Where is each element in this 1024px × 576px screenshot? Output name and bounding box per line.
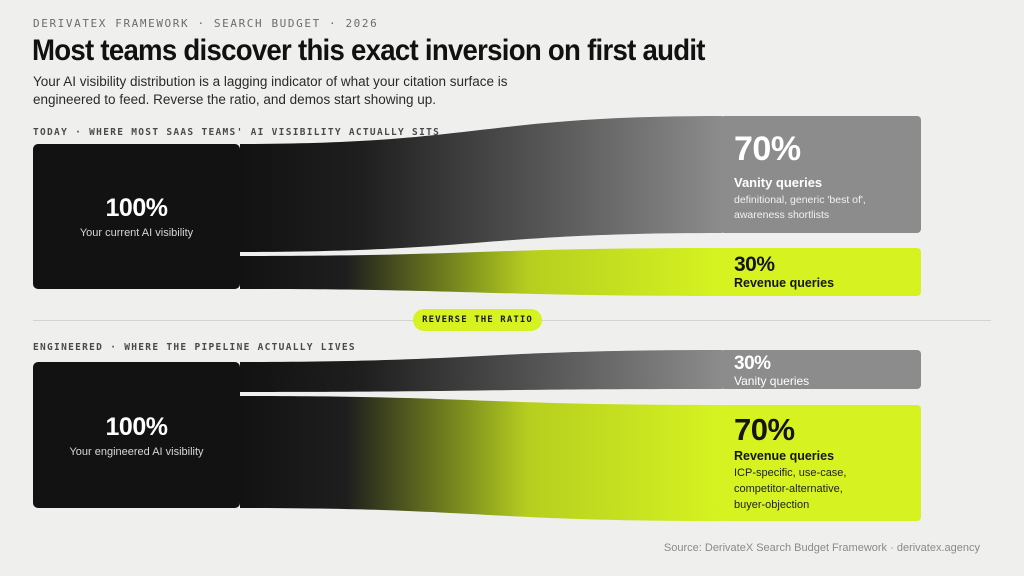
section-label-today: TODAY · WHERE MOST SAAS TEAMS' AI VISIBI… [33, 127, 441, 138]
target-description: definitional, generic 'best of', awarene… [734, 194, 866, 221]
target-name: Vanity queries [734, 374, 810, 388]
section-label-engineered: ENGINEERED · WHERE THE PIPELINE ACTUALLY… [33, 342, 356, 353]
flow-today-revenue [240, 248, 722, 296]
target-description: ICP-specific, use-case, competitor-alter… [734, 467, 847, 511]
flow-engineered-vanity [240, 350, 722, 392]
target-percent: 70% [734, 130, 801, 168]
kicker: DERIVATEX FRAMEWORK · SEARCH BUDGET · 20… [33, 17, 379, 30]
source-box-today: 100% Your current AI visibility [33, 144, 240, 289]
source-box-engineered: 100% Your engineered AI visibility [33, 362, 240, 508]
flow-today-vanity [240, 116, 722, 252]
target-box-engineered-vanity: 30% Vanity queries [720, 350, 921, 389]
target-name: Revenue queries [734, 449, 835, 463]
source-label: Your current AI visibility [79, 227, 194, 239]
source-percent: 100% [105, 412, 168, 441]
flow-engineered-revenue [240, 396, 722, 521]
target-box-engineered-revenue: 70% Revenue queries ICP-specific, use-ca… [720, 405, 921, 521]
reverse-ratio-button[interactable]: REVERSE THE RATIO [413, 309, 542, 331]
target-percent: 30% [734, 353, 771, 374]
source-footnote: Source: DerivateX Search Budget Framewor… [663, 542, 980, 554]
source-label: Your engineered AI visibility [69, 445, 204, 458]
target-box-today-revenue: 30% Revenue queries [720, 248, 921, 296]
page-title: Most teams discover this exact inversion… [32, 34, 705, 67]
target-name: Revenue queries [734, 276, 835, 290]
page-subtitle: Your AI visibility distribution is a lag… [33, 74, 508, 107]
source-percent: 100% [105, 194, 168, 222]
target-percent: 70% [734, 412, 795, 447]
target-box-today-vanity: 70% Vanity queries definitional, generic… [720, 116, 921, 233]
target-percent: 30% [734, 253, 775, 276]
target-name: Vanity queries [734, 175, 823, 190]
